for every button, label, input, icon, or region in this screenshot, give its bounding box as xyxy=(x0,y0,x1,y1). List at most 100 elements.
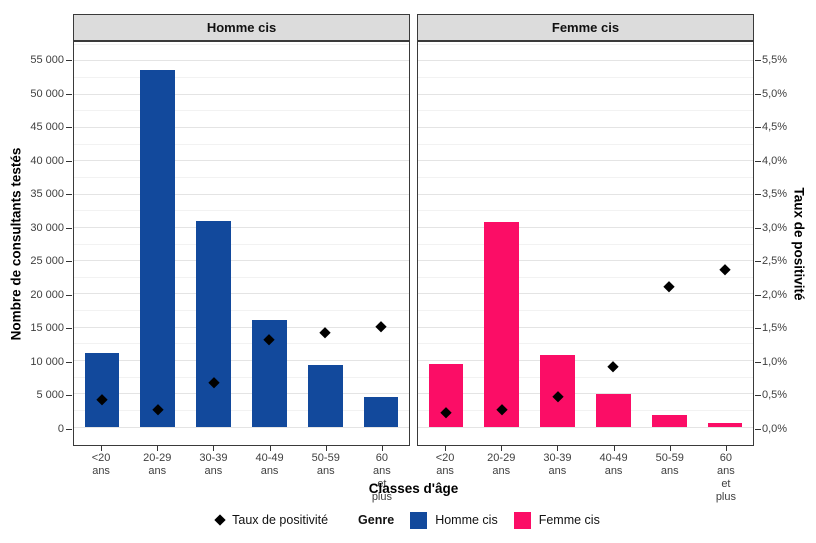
x-axis-labels: <20 ans 20-29 ans 30-39 ans 40-49 ans 50-59 … xyxy=(73,452,410,503)
x-tick-label: 40-49 ans xyxy=(255,452,284,477)
legend-item-positivity: Taux de positivité xyxy=(214,513,328,527)
y-tick-label: 50 000 xyxy=(30,87,64,100)
y-tick-label: 4,5% xyxy=(762,121,788,134)
y-tick-label: 2,5% xyxy=(762,255,788,268)
x-tick xyxy=(213,446,215,451)
gridline-major xyxy=(74,160,409,162)
gridline-major xyxy=(74,60,409,62)
gridline-minor xyxy=(74,343,409,345)
gridline-minor xyxy=(74,210,409,212)
x-tick-label: 30-39 ans xyxy=(543,452,572,477)
y-tick-label: 0 xyxy=(57,422,64,435)
y-tick xyxy=(755,127,761,129)
gridline-minor xyxy=(418,110,753,112)
gridline-minor xyxy=(74,143,409,145)
y-tick-label: 5,0% xyxy=(762,87,788,100)
y-tick xyxy=(66,60,72,62)
gridline-minor xyxy=(418,410,753,412)
bar-femme-cis-5 xyxy=(651,415,687,427)
gridline-minor xyxy=(418,43,753,45)
gridline-major xyxy=(418,93,753,95)
gridline-major xyxy=(74,93,409,95)
gridline-major xyxy=(74,293,409,295)
gridline-minor xyxy=(74,76,409,78)
gridline-major xyxy=(418,260,753,262)
femme-cis-swatch-icon xyxy=(513,511,531,529)
diamond-point-icon xyxy=(214,514,226,526)
gridline-minor xyxy=(418,376,753,378)
facet-strip-label: Femme cis xyxy=(551,20,620,35)
facet-strip-homme-cis: Homme cis xyxy=(73,14,410,41)
y-tick-label: 25 000 xyxy=(30,255,64,268)
y-tick xyxy=(755,160,761,162)
gridline-major xyxy=(74,193,409,195)
gridline-minor xyxy=(418,210,753,212)
gridline-minor xyxy=(418,76,753,78)
x-axis-labels: <20 ans 20-29 ans 30-39 ans 40-49 ans 50-59 … xyxy=(417,452,754,503)
y-axis-labels-right: 0,0% 0,5% 1,0% 1,5% 2,0% 2,5% 3,0% 3,5% 4,0% 4,5%… xyxy=(762,42,808,447)
gridline-minor xyxy=(74,243,409,245)
gridline-major xyxy=(418,393,753,395)
homme-cis-swatch-icon xyxy=(410,511,428,529)
y-tick-label: 3,5% xyxy=(762,188,788,201)
gridline-major xyxy=(418,126,753,128)
gridline-major xyxy=(418,326,753,328)
x-tick-label: 40-49 ans xyxy=(599,452,628,477)
x-axis-ticks xyxy=(73,446,410,451)
y-tick-label: 4,0% xyxy=(762,154,788,167)
bar-femme-cis-2 xyxy=(484,222,520,427)
y-tick-label: 0,0% xyxy=(762,422,788,435)
x-tick xyxy=(557,446,559,451)
bar-homme-cis-3 xyxy=(196,220,231,427)
bar-femme-cis-4 xyxy=(596,394,631,427)
y-axis-ticks-right xyxy=(755,42,761,447)
y-tick-label: 55 000 xyxy=(30,54,64,67)
gridline-minor xyxy=(74,110,409,112)
gridline-minor xyxy=(74,376,409,378)
y-tick xyxy=(755,428,761,430)
y-tick xyxy=(755,328,761,330)
gridline-major xyxy=(418,60,753,62)
x-axis-title: Classes d'âge xyxy=(368,481,459,496)
y-tick-label: 0,5% xyxy=(762,389,788,402)
legend-label-femme-cis: Femme cis xyxy=(538,513,600,527)
y-axis-ticks-left xyxy=(66,42,72,447)
x-tick-label: 60 ans et plus xyxy=(715,452,736,503)
y-tick-label: 1,0% xyxy=(762,355,788,368)
gridline-minor xyxy=(418,143,753,145)
y-tick xyxy=(755,93,761,95)
gridline-major xyxy=(418,293,753,295)
y-tick-label: 3,0% xyxy=(762,221,788,234)
bar-homme-cis-5 xyxy=(307,365,343,427)
y-tick xyxy=(755,261,761,263)
gridline-minor xyxy=(418,176,753,178)
y-tick-label: 10 000 xyxy=(30,355,64,368)
y-tick-label: 15 000 xyxy=(30,322,64,335)
positivity-point xyxy=(663,280,676,293)
gridline-major xyxy=(418,360,753,362)
y-tick-label: 5,5% xyxy=(762,54,788,67)
y-tick xyxy=(66,328,72,330)
positivity-point xyxy=(375,320,388,333)
gridline-minor xyxy=(74,43,409,45)
y-tick xyxy=(66,227,72,229)
gridline-major xyxy=(74,226,409,228)
positivity-point xyxy=(719,264,732,277)
y-tick-label: 2,0% xyxy=(762,288,788,301)
y-tick xyxy=(66,428,72,430)
x-tick xyxy=(157,446,159,451)
x-tick xyxy=(725,446,727,451)
legend-group-title: Genre xyxy=(358,513,395,527)
gridline-major xyxy=(418,193,753,195)
x-tick-label: 20-29 ans xyxy=(487,452,516,477)
gridline-minor xyxy=(418,310,753,312)
legend: Taux de positivité Genre Homme cis Femme… xyxy=(0,506,816,534)
y-tick xyxy=(755,194,761,196)
y-tick xyxy=(755,361,761,363)
x-tick xyxy=(325,446,327,451)
y-tick-label: 30 000 xyxy=(30,221,64,234)
y-tick xyxy=(66,395,72,397)
facet-homme-cis: Homme cis <20 ans 20-29 ans 30-39 ans 40-49… xyxy=(73,14,410,503)
bar-femme-cis-3 xyxy=(540,354,575,427)
y-tick xyxy=(66,194,72,196)
